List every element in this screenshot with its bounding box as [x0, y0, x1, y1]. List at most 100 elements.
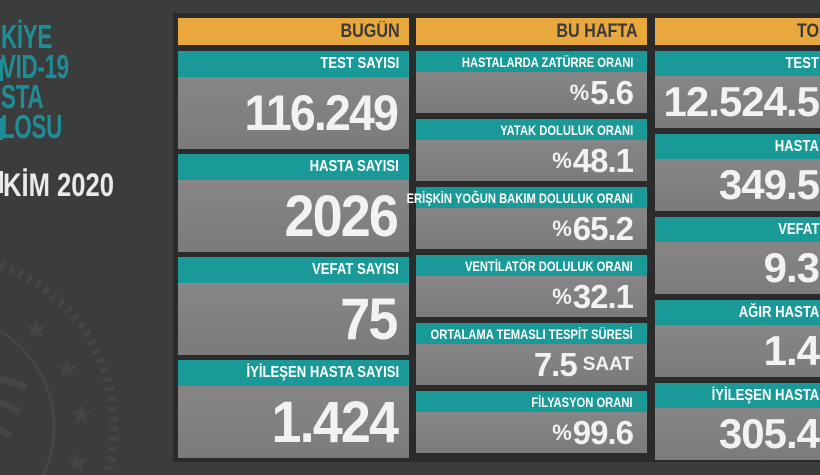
stat-label-bar: TEST SAYISI: [178, 51, 409, 77]
stat-block-toplam-hasta: HASTA 349.5: [655, 134, 820, 211]
column-header-this-week: BU HAFTA: [416, 18, 647, 45]
stat-label: HASTALARDA ZATÜRRE ORANI: [461, 53, 633, 70]
column-header-label: BU HAFTA: [556, 20, 638, 42]
stat-label-bar: HASTA: [655, 134, 820, 159]
page-title-line: STA: [1, 78, 44, 115]
stat-value-prefix: %: [569, 79, 590, 105]
stat-label-bar: TEST: [655, 51, 820, 76]
stat-value-box: 75: [178, 283, 409, 355]
stat-value: 48.1: [572, 141, 634, 179]
svg-text:★: ★: [23, 312, 48, 345]
stat-label: ERİŞKİN YOĞUN BAKIM DOLULUK ORANI: [406, 189, 633, 206]
stat-value: 7.5: [533, 345, 578, 383]
date-label: KİM 2020: [3, 167, 114, 203]
clipped-glyph-sliver: [0, 59, 3, 81]
stat-value-box: 116.249: [178, 77, 409, 149]
column-header-label: TO: [796, 20, 819, 42]
stat-block-zaturre-orani: HASTALARDA ZATÜRRE ORANI % 5.6: [416, 51, 647, 113]
stat-label-bar: VEFAT: [655, 217, 820, 242]
stat-value: 99.6: [572, 413, 634, 451]
stat-value: 32.1: [572, 277, 634, 315]
stat-label-bar: İYİLEŞEN HASTA SAYISI: [178, 360, 409, 386]
stat-value-box: % 99.6: [416, 412, 647, 453]
stat-label-bar: VENTİLATÖR DOLULUK ORANI: [416, 255, 647, 276]
stat-value-box: 1.4: [655, 325, 820, 377]
stat-value-box: 7.5 SAAT: [416, 344, 647, 385]
stat-label: VEFAT SAYISI: [312, 261, 399, 278]
stat-block-agir-hasta: AĞIR HASTA 1.4: [655, 300, 820, 377]
stat-block-filyasyon-orani: FİLYASYON ORANI % 99.6: [416, 391, 647, 453]
stat-label: İYİLEŞEN HASTA: [711, 386, 819, 404]
stat-label: AĞIR HASTA: [738, 303, 819, 321]
column-header-label: BUGÜN: [340, 20, 400, 42]
stat-block-ventilator-doluluk: VENTİLATÖR DOLULUK ORANI % 32.1: [416, 255, 647, 317]
svg-text:★: ★: [54, 352, 79, 385]
stat-label-bar: AĞIR HASTA: [655, 300, 820, 325]
stat-value-box: 1.424: [178, 386, 409, 458]
stat-block-iyilesen-hasta-sayisi: İYİLEŞEN HASTA SAYISI 1.424: [178, 360, 409, 458]
stat-value-prefix: %: [552, 419, 572, 445]
stat-label-bar: İYİLEŞEN HASTA: [655, 383, 820, 408]
page-title: KİYE VID-19 STA LOSU: [1, 18, 69, 143]
stat-value: 9.3: [763, 244, 820, 291]
stat-value: 349.5: [718, 161, 820, 208]
column-header-today: BUGÜN: [178, 18, 409, 45]
stat-block-yogun-bakim-doluluk: ERİŞKİN YOĞUN BAKIM DOLULUK ORANI % 65.2: [407, 187, 647, 249]
stat-value: 1.424: [271, 389, 399, 455]
stat-value-prefix: %: [552, 215, 572, 241]
stat-label: VEFAT: [777, 220, 819, 238]
stat-value-box: % 48.1: [416, 140, 647, 181]
stat-block-test-sayisi: TEST SAYISI 116.249: [178, 51, 409, 149]
stat-block-yatak-doluluk: YATAK DOLULUK ORANI % 48.1: [416, 119, 647, 181]
svg-text:★: ★: [0, 284, 3, 317]
stat-value: 2026: [284, 183, 398, 249]
page-title-line: KİYE: [1, 18, 53, 55]
svg-text:★: ★: [64, 446, 89, 475]
stat-label-bar: YATAK DOLULUK ORANI: [416, 119, 647, 140]
stat-value-box: % 5.6: [416, 72, 647, 113]
stat-value: 75: [340, 286, 399, 352]
stat-block-vefat-sayisi: VEFAT SAYISI 75: [178, 257, 409, 355]
stat-label: VENTİLATÖR DOLULUK ORANI: [465, 257, 633, 274]
stat-block-hasta-sayisi: HASTA SAYISI 2026: [178, 154, 409, 252]
stat-block-temasli-tespit-suresi: ORTALAMA TEMASLI TESPİT SÜRESİ 7.5 SAAT: [416, 323, 647, 385]
stat-value-box: 9.3: [655, 242, 820, 294]
svg-text:★: ★: [68, 398, 93, 431]
column-header-total: TO: [655, 18, 820, 45]
stat-block-toplam-test: TEST 12.524.5: [655, 51, 820, 128]
stat-label-bar: VEFAT SAYISI: [178, 257, 409, 283]
stat-value-box: 2026: [178, 180, 409, 252]
stat-label: İYİLEŞEN HASTA SAYISI: [246, 364, 399, 381]
stat-value: 305.4: [718, 410, 820, 457]
page-title-line: VID-19: [1, 48, 69, 85]
stat-label: HASTA SAYISI: [309, 158, 399, 175]
stat-label: TEST SAYISI: [320, 55, 399, 72]
stat-label: YATAK DOLULUK ORANI: [500, 121, 633, 138]
stat-value-box: 305.4: [655, 408, 820, 460]
stat-block-toplam-vefat: VEFAT 9.3: [655, 217, 820, 294]
stat-label: FİLYASYON ORANI: [531, 393, 633, 410]
stat-label: HASTA: [774, 137, 819, 155]
clipped-glyph-sliver: [0, 118, 3, 140]
ministry-seal-watermark-icon: ★ ★ ★ ★ ★ ★: [0, 260, 119, 475]
stat-value: 116.249: [244, 85, 398, 141]
stat-value-box: 349.5: [655, 159, 820, 211]
stat-label-bar: FİLYASYON ORANI: [416, 391, 647, 412]
stat-value-prefix: %: [552, 283, 572, 309]
stat-block-toplam-iyilesen: İYİLEŞEN HASTA 305.4: [655, 383, 820, 460]
stat-value: 5.6: [590, 73, 634, 111]
clipped-glyph-sliver: [0, 171, 3, 193]
stat-label-bar: HASTA SAYISI: [178, 154, 409, 180]
stat-label: TEST: [785, 54, 819, 72]
stat-value-box: % 65.2: [416, 208, 647, 249]
stat-value: 1.4: [763, 327, 820, 374]
stat-value-box: % 32.1: [416, 276, 647, 317]
stat-label-bar: ERİŞKİN YOĞUN BAKIM DOLULUK ORANI: [407, 187, 647, 208]
stat-value-box: 12.524.5: [655, 76, 820, 128]
stat-value: 65.2: [572, 209, 634, 247]
stat-label-bar: ORTALAMA TEMASLI TESPİT SÜRESİ: [416, 323, 647, 344]
stat-value-suffix: SAAT: [582, 353, 633, 375]
stat-label-bar: HASTALARDA ZATÜRRE ORANI: [416, 51, 647, 72]
stat-value: 12.524.5: [663, 78, 820, 125]
